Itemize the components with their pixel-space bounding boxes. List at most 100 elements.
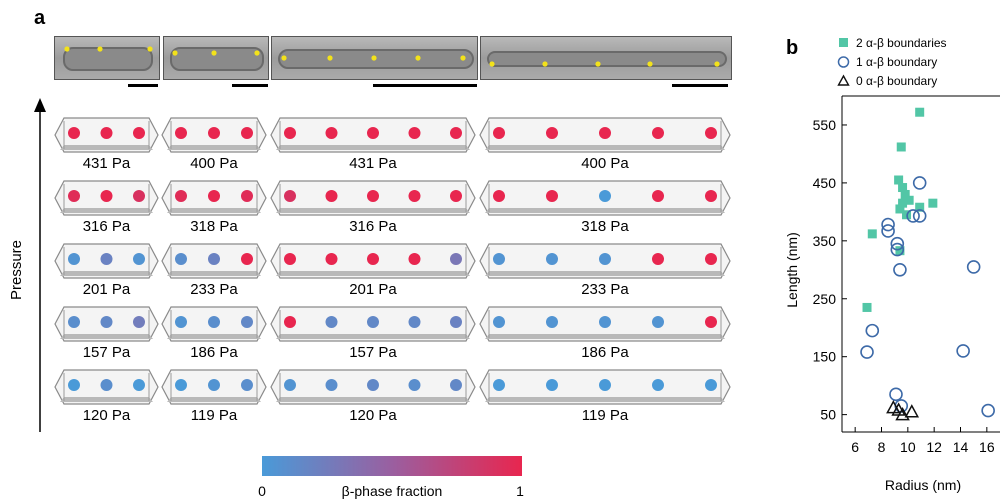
data-point-circle	[956, 344, 970, 358]
y-tick-label: 550	[813, 117, 837, 133]
phase-dot	[208, 316, 220, 328]
rod-shade	[167, 334, 261, 339]
phase-dot	[133, 127, 145, 139]
phase-dot	[133, 316, 145, 328]
rod-shade	[167, 208, 261, 213]
phase-dot	[705, 379, 717, 391]
micrograph-marker-dot	[64, 46, 70, 52]
phase-dot	[100, 127, 113, 139]
data-point-circle	[889, 387, 903, 402]
rod-cell: 119 Pa	[161, 369, 267, 424]
pressure-label: 316 Pa	[83, 218, 131, 235]
rod-shade	[485, 271, 725, 276]
pressure-label: 318 Pa	[190, 218, 238, 235]
y-tick-label: 50	[820, 407, 836, 423]
data-point-circle	[865, 323, 880, 338]
phase-dot	[705, 190, 717, 202]
rod-shade	[167, 397, 261, 402]
micrograph-marker-dot	[647, 61, 653, 67]
micrograph-1	[54, 36, 160, 80]
phase-dot	[493, 190, 505, 202]
data-point-circle	[890, 242, 905, 257]
phase-dot	[100, 190, 113, 202]
phase-dot	[408, 316, 421, 328]
colorbar-max-label: 1	[516, 483, 524, 499]
phase-dot	[367, 379, 379, 391]
pressure-label: 400 Pa	[581, 155, 629, 172]
y-tick-label: 350	[813, 233, 837, 249]
data-point-triangle	[904, 404, 920, 418]
phase-dot	[208, 190, 220, 202]
phase-dot	[450, 379, 462, 391]
pressure-label: 157 Pa	[83, 344, 131, 361]
pressure-label: 201 Pa	[83, 281, 131, 298]
micrograph-marker-dot	[595, 61, 601, 67]
data-point-circle	[893, 262, 907, 277]
rod-shade	[276, 334, 470, 339]
micrograph-marker-dot	[460, 55, 466, 61]
phase-dot	[546, 190, 558, 202]
phase-dot	[325, 127, 338, 139]
pressure-label: 186 Pa	[581, 344, 629, 361]
phase-dot	[175, 316, 187, 328]
phase-dot	[241, 253, 253, 265]
rod-cell: 120 Pa	[270, 369, 476, 424]
scale-bar	[128, 84, 158, 87]
data-point-circle	[981, 403, 995, 418]
micrograph-marker-dot	[542, 61, 548, 67]
pressure-label: 233 Pa	[581, 281, 629, 298]
phase-dot	[546, 379, 558, 391]
legend-circle-icon	[837, 56, 850, 68]
rod-cell: 400 Pa	[479, 117, 731, 172]
phase-dot	[599, 379, 611, 391]
rod-shade	[60, 397, 153, 402]
phase-dot	[325, 253, 338, 265]
data-point-square	[895, 246, 905, 256]
phase-dot	[284, 379, 296, 391]
y-tick-label: 150	[813, 349, 837, 365]
y-tick-label: 250	[813, 291, 837, 307]
phase-dot	[367, 127, 379, 139]
x-tick-label: 16	[979, 439, 995, 455]
data-point-square	[898, 198, 908, 208]
x-axis-label: Radius (nm)	[885, 477, 961, 493]
data-point-circle	[966, 260, 981, 274]
pressure-label: 400 Pa	[190, 155, 238, 172]
rod-cell: 233 Pa	[161, 243, 267, 298]
micrograph-marker-dot	[327, 55, 333, 61]
micrograph-marker-dot	[489, 61, 495, 67]
rod-shade	[485, 145, 725, 150]
pressure-label: 201 Pa	[349, 281, 397, 298]
rod-shade	[60, 334, 153, 339]
rod-shade	[276, 208, 470, 213]
rod-cell: 233 Pa	[479, 243, 731, 298]
data-point-square	[896, 142, 906, 152]
phase-dot	[68, 253, 80, 265]
rod-cell: 201 Pa	[54, 243, 159, 298]
phase-dot	[546, 316, 558, 328]
micrograph-marker-dot	[211, 50, 217, 56]
pressure-label: 119 Pa	[191, 407, 238, 424]
phase-dot	[450, 316, 462, 328]
phase-dot	[175, 127, 187, 139]
phase-dot	[450, 253, 462, 265]
phase-dot	[493, 316, 505, 328]
pressure-label: 431 Pa	[349, 155, 397, 172]
legend-label-1-boundary: 1 α-β boundary	[856, 55, 937, 69]
data-point-square	[915, 107, 925, 117]
phase-dot	[599, 190, 611, 202]
pressure-label: 186 Pa	[190, 344, 238, 361]
micrograph-marker-dot	[714, 61, 720, 67]
data-point-square	[895, 204, 905, 214]
phase-dot	[599, 253, 611, 265]
rod-cell: 120 Pa	[54, 369, 159, 424]
data-point-square	[904, 195, 914, 205]
scale-bar	[373, 84, 477, 87]
data-point-circle	[890, 236, 905, 251]
phase-dot	[100, 316, 113, 328]
colorbar-title: β-phase fraction	[342, 483, 443, 499]
micrograph-marker-dot	[147, 46, 153, 52]
y-axis-label: Length (nm)	[784, 232, 800, 307]
rod-cell: 186 Pa	[161, 306, 267, 361]
